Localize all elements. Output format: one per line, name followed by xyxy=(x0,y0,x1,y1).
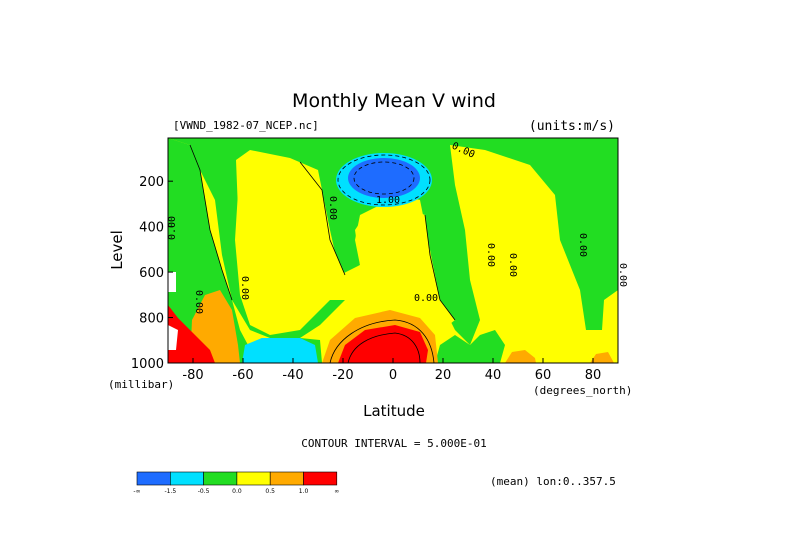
x-tick-label: -60 xyxy=(232,368,253,383)
x-axis-label: Latitude xyxy=(363,402,425,420)
colorbar-label: -0.5 xyxy=(198,488,210,495)
contour-dashed-1 xyxy=(337,154,431,206)
units-label: (units:m/s) xyxy=(529,119,615,134)
contour-label: 0.00 xyxy=(485,243,496,267)
contour-zero xyxy=(189,144,456,321)
y-axis-unit: (millibar) xyxy=(108,378,174,391)
colorbar-label: -1.5 xyxy=(164,488,176,495)
colorbar: -∞ -1.5 -0.5 0.0 0.5 1.0 ∞ xyxy=(133,471,339,495)
x-tick-label: -80 xyxy=(182,368,203,383)
colorbar-label: -∞ xyxy=(133,488,140,495)
contour-label: 0.00 xyxy=(167,216,178,240)
contour-label: 0.00 xyxy=(193,290,204,314)
band-red-left xyxy=(168,305,215,363)
colorbar-swatch xyxy=(269,471,304,486)
x-tick-label: -20 xyxy=(332,368,353,383)
chart-title: Monthly Mean V wind xyxy=(292,90,496,112)
y-tick-label: 1000 xyxy=(131,357,164,372)
y-axis-label: Level xyxy=(108,230,126,270)
colorbar-swatch xyxy=(170,471,204,486)
colorbar-swatch xyxy=(303,471,338,486)
colorbar-label: 1.0 xyxy=(299,488,309,495)
band-green-lower-right xyxy=(435,330,505,363)
y-tick-label: 600 xyxy=(139,266,164,281)
mean-note: (mean) lon:0..357.5 xyxy=(490,475,616,488)
x-tick-label: 80 xyxy=(585,368,602,383)
colorbar-label: 0.0 xyxy=(232,488,242,495)
contour-interval: CONTOUR INTERVAL = 5.000E-01 xyxy=(301,437,486,450)
contour-label: 0.00 xyxy=(617,263,628,287)
y-tick-label: 400 xyxy=(139,221,164,236)
contour-label: 0.00 xyxy=(414,293,438,304)
y-tick-label: 200 xyxy=(139,175,164,190)
x-axis-ticks: -80 -60 -40 -20 0 20 40 60 80 xyxy=(182,358,601,383)
contour-label: 0.00 xyxy=(577,233,588,257)
band-cyan-low xyxy=(242,338,318,363)
band-blue-upper xyxy=(348,158,420,198)
y-tick-label: 800 xyxy=(139,312,164,327)
x-tick-label: 60 xyxy=(535,368,552,383)
colorbar-swatch xyxy=(136,471,171,486)
contour-label: 0.00 xyxy=(239,276,250,300)
contour-label: 0.00 xyxy=(507,253,518,277)
contour-solid-2 xyxy=(347,332,421,364)
colorbar-swatch xyxy=(203,471,238,486)
x-tick-label: 0 xyxy=(389,368,397,383)
colorbar-label: 0.5 xyxy=(265,488,275,495)
contour-label: 1.00 xyxy=(376,195,400,206)
band-orange-right xyxy=(505,350,614,363)
band-white-left xyxy=(168,272,178,350)
dataset-label: [VWND_1982-07_NCEP.nc] xyxy=(173,119,319,132)
contour-label: 0.00 xyxy=(327,196,338,220)
x-axis-unit: (degrees_north) xyxy=(533,384,632,397)
y-axis-ticks: 200 400 600 800 1000 xyxy=(131,175,173,372)
x-tick-label: 40 xyxy=(485,368,502,383)
x-tick-label: -40 xyxy=(282,368,303,383)
band-yellow-mid xyxy=(235,160,455,335)
contour-dashed-2 xyxy=(353,161,415,195)
x-tick-label: 20 xyxy=(435,368,452,383)
colorbar-label: ∞ xyxy=(334,488,339,495)
colorbar-swatch xyxy=(236,471,271,486)
band-red-low xyxy=(338,325,428,363)
contour-solid-1 xyxy=(329,319,435,364)
plot-area: 0.000.000.000.000.000.00 0.000.000.000.00… xyxy=(167,137,628,364)
